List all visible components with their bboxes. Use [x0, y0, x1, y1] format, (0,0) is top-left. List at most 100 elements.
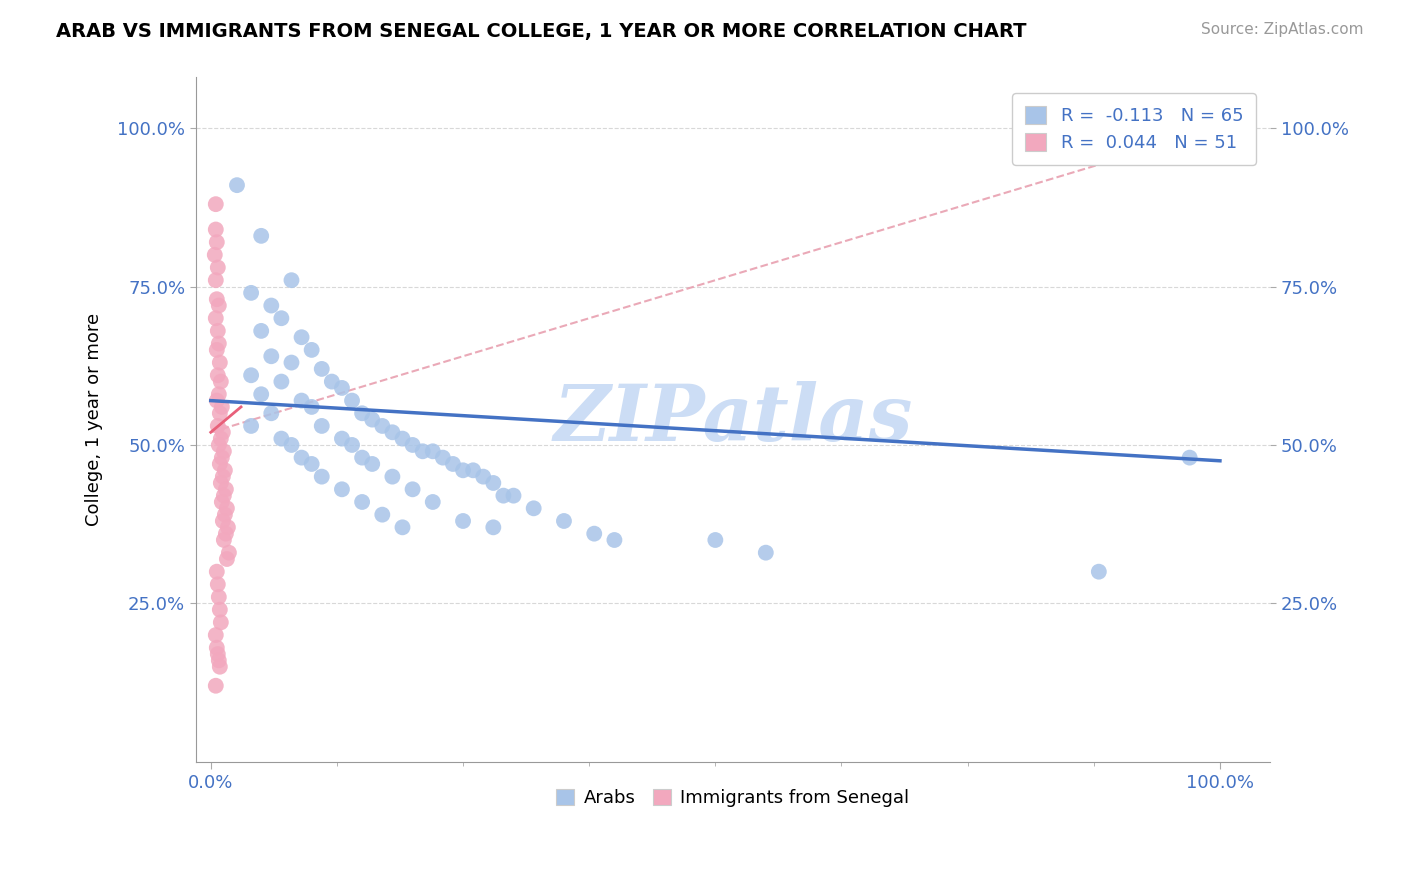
Point	[371, 508, 394, 522]
Point	[321, 375, 343, 389]
Point	[214, 463, 236, 477]
Point	[270, 432, 292, 446]
Point	[340, 393, 363, 408]
Point	[240, 285, 263, 300]
Point	[212, 444, 235, 458]
Point	[704, 533, 727, 547]
Point	[212, 533, 235, 547]
Point	[208, 457, 231, 471]
Point	[371, 419, 394, 434]
Point	[583, 526, 606, 541]
Text: ARAB VS IMMIGRANTS FROM SENEGAL COLLEGE, 1 YEAR OR MORE CORRELATION CHART: ARAB VS IMMIGRANTS FROM SENEGAL COLLEGE,…	[56, 22, 1026, 41]
Point	[211, 495, 233, 509]
Point	[214, 508, 236, 522]
Point	[208, 659, 231, 673]
Point	[280, 273, 302, 287]
Point	[260, 349, 283, 363]
Point	[330, 381, 353, 395]
Point	[301, 343, 323, 357]
Point	[330, 483, 353, 497]
Point	[412, 444, 434, 458]
Point	[441, 457, 464, 471]
Point	[208, 299, 231, 313]
Point	[463, 463, 485, 477]
Point	[204, 679, 226, 693]
Point	[523, 501, 546, 516]
Point	[482, 520, 505, 534]
Point	[208, 653, 231, 667]
Point	[432, 450, 454, 465]
Point	[205, 235, 228, 250]
Text: Source: ZipAtlas.com: Source: ZipAtlas.com	[1201, 22, 1364, 37]
Point	[260, 406, 283, 420]
Point	[217, 520, 239, 534]
Point	[205, 343, 228, 357]
Point	[207, 324, 229, 338]
Point	[451, 514, 474, 528]
Point	[208, 336, 231, 351]
Point	[311, 419, 333, 434]
Point	[301, 457, 323, 471]
Point	[204, 628, 226, 642]
Point	[204, 222, 226, 236]
Point	[205, 393, 228, 408]
Point	[208, 603, 231, 617]
Point	[212, 425, 235, 440]
Point	[226, 178, 249, 193]
Point	[250, 387, 273, 401]
Point	[340, 438, 363, 452]
Point	[311, 469, 333, 483]
Point	[207, 368, 229, 383]
Point	[755, 546, 778, 560]
Point	[472, 469, 495, 483]
Point	[204, 273, 226, 287]
Point	[401, 438, 423, 452]
Point	[209, 615, 232, 630]
Point	[311, 362, 333, 376]
Point	[451, 463, 474, 477]
Point	[250, 324, 273, 338]
Point	[361, 457, 384, 471]
Point	[352, 406, 374, 420]
Point	[208, 355, 231, 369]
Point	[401, 483, 423, 497]
Point	[502, 489, 524, 503]
Point	[482, 475, 505, 490]
Point	[218, 546, 240, 560]
Point	[209, 375, 232, 389]
Point	[280, 355, 302, 369]
Point	[422, 444, 444, 458]
Point	[215, 552, 238, 566]
Point	[1178, 450, 1201, 465]
Point	[250, 228, 273, 243]
Point	[207, 419, 229, 434]
Point	[208, 438, 231, 452]
Point	[492, 489, 515, 503]
Point	[207, 260, 229, 275]
Point	[240, 368, 263, 383]
Point	[204, 248, 226, 262]
Point	[207, 647, 229, 661]
Point	[290, 450, 312, 465]
Point	[208, 387, 231, 401]
Point	[270, 375, 292, 389]
Point	[204, 197, 226, 211]
Point	[1088, 565, 1111, 579]
Point	[290, 393, 312, 408]
Point	[205, 565, 228, 579]
Point	[290, 330, 312, 344]
Point	[215, 526, 238, 541]
Point	[205, 640, 228, 655]
Point	[603, 533, 626, 547]
Point	[381, 425, 404, 440]
Point	[422, 495, 444, 509]
Point	[330, 432, 353, 446]
Point	[260, 299, 283, 313]
Point	[211, 400, 233, 414]
Point	[301, 400, 323, 414]
Point	[553, 514, 575, 528]
Point	[212, 469, 235, 483]
Point	[208, 406, 231, 420]
Point	[391, 520, 413, 534]
Y-axis label: College, 1 year or more: College, 1 year or more	[86, 313, 103, 526]
